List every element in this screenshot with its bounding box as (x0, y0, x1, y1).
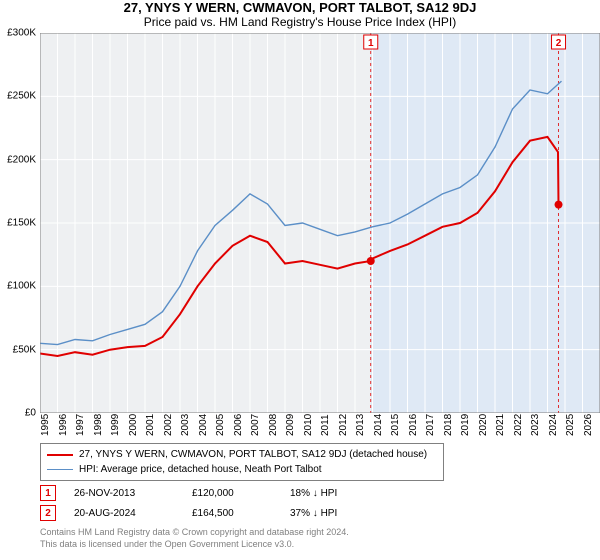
svg-text:1: 1 (368, 38, 374, 49)
x-axis-label: 1996 (58, 414, 69, 436)
x-axis-label: 2003 (180, 414, 191, 436)
x-axis-label: 2014 (373, 414, 384, 436)
plot-area: £0£50K£100K£150K£200K£250K£300K 12 19951… (40, 33, 600, 413)
chart-title: 27, YNYS Y WERN, CWMAVON, PORT TALBOT, S… (0, 0, 600, 15)
footer: Contains HM Land Registry data © Crown c… (40, 527, 600, 550)
transaction-row: 1 26-NOV-2013 £120,000 18% ↓ HPI (40, 485, 600, 501)
legend-row-2: HPI: Average price, detached house, Neat… (47, 462, 437, 477)
x-axis-label: 2009 (285, 414, 296, 436)
x-axis-label: 1999 (110, 414, 121, 436)
x-axis-label: 2023 (530, 414, 541, 436)
transaction-row: 2 20-AUG-2024 £164,500 37% ↓ HPI (40, 505, 600, 521)
x-axis-label: 2018 (443, 414, 454, 436)
transaction-delta: 18% ↓ HPI (290, 488, 337, 499)
x-axis-label: 1998 (93, 414, 104, 436)
transaction-marker: 2 (40, 505, 56, 521)
transaction-date: 20-AUG-2024 (74, 508, 174, 519)
chart-subtitle: Price paid vs. HM Land Registry's House … (0, 15, 600, 29)
y-axis-label: £300K (7, 28, 36, 39)
x-axis-label: 2021 (495, 414, 506, 436)
x-axis-label: 2013 (355, 414, 366, 436)
x-axis-label: 2020 (478, 414, 489, 436)
x-axis-label: 2004 (198, 414, 209, 436)
transaction-price: £120,000 (192, 488, 272, 499)
x-axis-label: 2024 (548, 414, 559, 436)
x-axis-label: 2012 (338, 414, 349, 436)
x-axis-label: 1997 (75, 414, 86, 436)
x-axis-label: 2017 (425, 414, 436, 436)
y-axis-label: £100K (7, 281, 36, 292)
x-axis-label: 2026 (583, 414, 594, 436)
transaction-marker: 1 (40, 485, 56, 501)
y-axis-label: £50K (13, 344, 36, 355)
x-axis-label: 2000 (128, 414, 139, 436)
x-axis-label: 2022 (513, 414, 524, 436)
x-axis-label: 2006 (233, 414, 244, 436)
x-axis-label: 2005 (215, 414, 226, 436)
transaction-price: £164,500 (192, 508, 272, 519)
legend: 27, YNYS Y WERN, CWMAVON, PORT TALBOT, S… (40, 443, 444, 481)
svg-text:2: 2 (556, 38, 562, 49)
legend-label-1: 27, YNYS Y WERN, CWMAVON, PORT TALBOT, S… (79, 447, 427, 462)
footer-line-1: Contains HM Land Registry data © Crown c… (40, 527, 600, 539)
x-axis-label: 2019 (460, 414, 471, 436)
legend-label-2: HPI: Average price, detached house, Neat… (79, 462, 322, 477)
y-axis-label: £250K (7, 91, 36, 102)
y-axis-label: £200K (7, 154, 36, 165)
x-axis-label: 2011 (320, 414, 331, 436)
x-axis-label: 2016 (408, 414, 419, 436)
legend-swatch-1 (47, 454, 73, 456)
y-axis-label: £150K (7, 218, 36, 229)
x-axis-label: 2002 (163, 414, 174, 436)
x-axis-label: 2008 (268, 414, 279, 436)
legend-row-1: 27, YNYS Y WERN, CWMAVON, PORT TALBOT, S… (47, 447, 437, 462)
x-axis-label: 2025 (565, 414, 576, 436)
x-axis-label: 2015 (390, 414, 401, 436)
legend-swatch-2 (47, 469, 73, 470)
x-axis-label: 2001 (145, 414, 156, 436)
transaction-date: 26-NOV-2013 (74, 488, 174, 499)
transaction-delta: 37% ↓ HPI (290, 508, 337, 519)
y-axis-label: £0 (25, 408, 36, 419)
x-axis-label: 2007 (250, 414, 261, 436)
x-axis-label: 1995 (40, 414, 51, 436)
x-axis-label: 2010 (303, 414, 314, 436)
footer-line-2: This data is licensed under the Open Gov… (40, 539, 600, 551)
